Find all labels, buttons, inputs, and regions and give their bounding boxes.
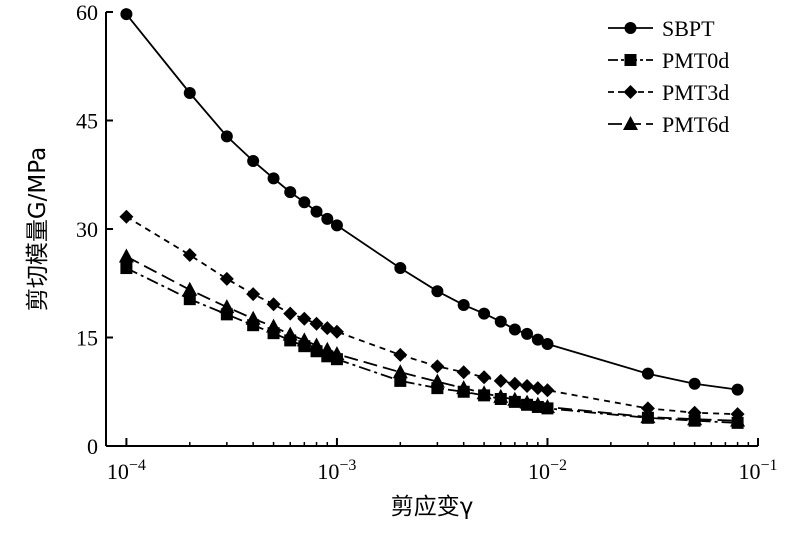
marker-diamond <box>182 248 197 263</box>
marker-diamond <box>456 365 471 380</box>
series-layer <box>118 8 746 429</box>
marker-circle <box>521 327 534 340</box>
marker-square <box>183 293 196 306</box>
marker-triangle <box>530 396 546 411</box>
marker-diamond <box>477 370 492 385</box>
series-sbpt <box>120 8 744 396</box>
y-tick-label: 60 <box>76 0 98 25</box>
marker-circle <box>478 307 491 320</box>
axis-ticks: 0 15 30 45 60 10−4 10−3 10−2 10−1 <box>76 0 778 484</box>
marker-circle <box>220 130 233 143</box>
marker-circle <box>183 87 196 100</box>
marker-triangle <box>519 394 535 409</box>
marker-diamond <box>297 311 312 326</box>
series-line-sbpt <box>125 13 738 391</box>
marker-triangle <box>429 373 445 388</box>
legend: SBPT PMT0d PMT3d PMT6d <box>608 16 729 137</box>
marker-triangle <box>182 281 198 296</box>
marker-circle <box>508 323 521 336</box>
marker-triangle <box>219 299 235 314</box>
marker-diamond <box>623 85 638 99</box>
marker-triangle <box>623 116 638 130</box>
marker-square <box>120 262 133 275</box>
legend-label-pmt6d: PMT6d <box>662 112 729 137</box>
marker-triangle <box>329 346 345 361</box>
marker-triangle <box>456 380 472 395</box>
y-tick-label: 15 <box>76 326 98 351</box>
marker-triangle <box>266 318 282 333</box>
marker-circle <box>284 186 297 199</box>
legend-label-sbpt: SBPT <box>662 16 715 41</box>
x-tick-label: 10−1 <box>738 457 777 484</box>
series-pmt3d <box>119 209 745 422</box>
marker-circle <box>394 262 407 275</box>
marker-diamond <box>266 297 281 312</box>
marker-circle <box>624 22 637 34</box>
marker-triangle <box>493 388 509 403</box>
marker-diamond <box>507 376 522 391</box>
marker-triangle <box>319 341 335 356</box>
marker-triangle <box>476 385 492 400</box>
marker-diamond <box>530 381 545 396</box>
marker-circle <box>247 155 260 168</box>
y-tick-label: 30 <box>76 217 98 242</box>
marker-triangle <box>245 310 261 325</box>
marker-circle <box>330 219 343 232</box>
legend-label-pmt3d: PMT3d <box>662 80 729 105</box>
marker-diamond <box>283 306 298 321</box>
marker-circle <box>641 367 654 380</box>
marker-diamond <box>246 287 261 302</box>
marker-triangle <box>392 364 408 379</box>
marker-circle <box>120 8 133 21</box>
marker-triangle <box>730 412 746 427</box>
legend-label-pmt0d: PMT0d <box>662 48 729 73</box>
marker-triangle <box>507 391 523 406</box>
marker-circle <box>310 205 323 218</box>
marker-circle <box>494 315 507 328</box>
marker-diamond <box>329 324 344 339</box>
marker-diamond <box>430 359 445 374</box>
marker-triangle <box>539 398 555 413</box>
x-tick-label: 10−4 <box>107 457 146 484</box>
marker-circle <box>321 212 334 225</box>
marker-triangle <box>309 337 325 352</box>
marker-diamond <box>393 347 408 362</box>
marker-square <box>624 54 637 66</box>
marker-diamond <box>119 209 134 224</box>
x-tick-label: 10−3 <box>317 457 356 484</box>
marker-diamond <box>493 373 508 388</box>
marker-triangle <box>640 409 656 424</box>
marker-triangle <box>296 332 312 347</box>
marker-circle <box>531 333 544 346</box>
marker-circle <box>457 298 470 311</box>
series-line-pmt6d <box>125 255 738 422</box>
marker-circle <box>267 172 280 185</box>
marker-diamond <box>540 383 555 398</box>
marker-circle <box>731 383 744 396</box>
series-pmt6d <box>118 248 746 427</box>
marker-triangle <box>282 326 298 341</box>
marker-diamond <box>640 401 655 416</box>
marker-diamond <box>219 271 234 286</box>
marker-circle <box>431 285 444 298</box>
marker-triangle <box>687 411 703 426</box>
marker-diamond <box>520 378 535 393</box>
marker-circle <box>688 377 701 390</box>
marker-circle <box>298 196 311 209</box>
marker-diamond <box>309 316 324 331</box>
y-axis-title: 剪切模量G/MPa <box>25 147 51 311</box>
x-axis-title: 剪应变γ <box>391 494 474 520</box>
x-tick-label: 10−2 <box>528 457 567 484</box>
y-tick-label: 45 <box>76 109 98 134</box>
marker-triangle <box>118 248 134 263</box>
y-tick-label: 0 <box>87 434 98 459</box>
marker-circle <box>541 338 554 351</box>
